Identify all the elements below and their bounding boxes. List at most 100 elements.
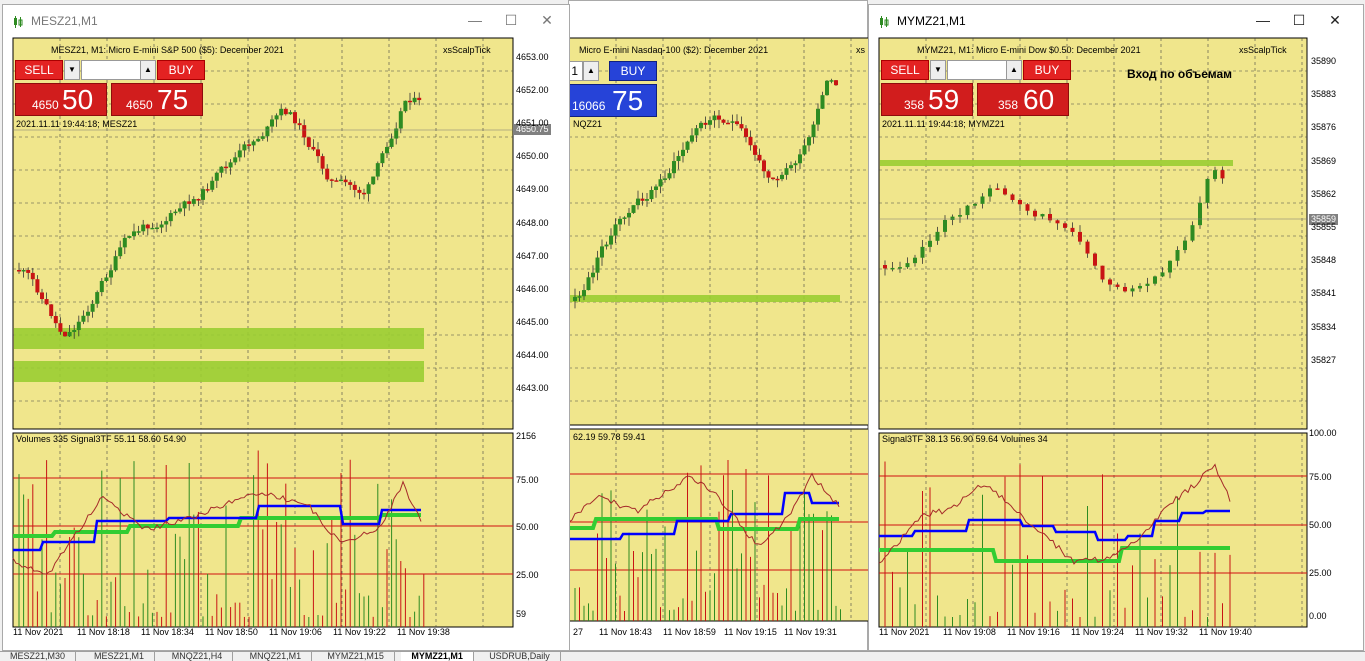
chart-window-mym[interactable]: MYMZ21,M1 — ☐ ✕ MYMZ21, M1: Micro E-mini… (868, 4, 1364, 651)
candle-body (995, 188, 1000, 190)
level-zone (570, 295, 840, 302)
chart-tab[interactable]: MYMZ21,M15 (317, 652, 395, 661)
candle-body (762, 160, 766, 172)
volume-up-button[interactable]: ▲ (1006, 60, 1022, 80)
candle-body (980, 196, 985, 204)
candle-body (753, 145, 757, 155)
candle-body (173, 211, 178, 214)
candle-body (890, 267, 895, 270)
chart-tab[interactable]: MNQZ21,M1 (240, 652, 313, 661)
candle-body (726, 122, 730, 125)
candle-body (362, 192, 366, 195)
buy-button[interactable]: BUY (157, 60, 205, 80)
price-axis-label: 4646.00 (516, 283, 549, 294)
candle-body (270, 119, 274, 127)
candle-body (316, 149, 320, 157)
time-axis-label: 11 Nov 19:16 (1007, 627, 1060, 637)
candle-body (141, 224, 146, 232)
chart-tab[interactable]: MNQZ21,H4 (162, 652, 234, 661)
time-axis-label: 11 Nov 19:08 (943, 627, 996, 637)
chart-tab[interactable]: MESZ21,M30 (0, 652, 77, 661)
candle-body (735, 121, 739, 125)
sell-button[interactable]: SELL (15, 60, 63, 80)
chart-tab[interactable]: MESZ21,M1 (84, 652, 156, 661)
buy-button[interactable]: BUY (609, 61, 657, 81)
maximize-button[interactable]: ☐ (504, 12, 518, 28)
price-axis-label: 4645.00 (516, 316, 549, 327)
maximize-button[interactable]: ☐ (1292, 12, 1306, 28)
volume-up-button[interactable]: ▲ (140, 60, 156, 80)
window-titlebar[interactable]: MESZ21,M1 — ☐ ✕ (3, 5, 569, 37)
candle-body (609, 235, 613, 245)
buy-price-small: 16066 (572, 99, 606, 113)
chart-tab[interactable]: MYMZ21,M1 (401, 652, 474, 661)
sell-button[interactable]: SELL (881, 60, 929, 80)
candle-body (274, 115, 279, 120)
time-axis-label: 11 Nov 18:43 (599, 627, 652, 637)
candle-body (1220, 170, 1225, 179)
candle-body (201, 189, 205, 200)
candle-body (288, 112, 293, 115)
buy-price-small: 4650 (126, 98, 153, 112)
candle-body (825, 80, 829, 96)
candle-body (913, 257, 917, 264)
sell-price-big: 59 (928, 84, 960, 115)
volume-down-button[interactable]: ▼ (930, 60, 946, 80)
volume-up-button[interactable]: ▲ (583, 61, 599, 81)
volume-input[interactable]: 1 (569, 61, 583, 81)
price-axis-label: 4647.00 (516, 250, 549, 261)
last-price-tag: 4650.75 (514, 124, 551, 135)
buy-price-big: 75 (612, 85, 644, 116)
time-axis-label: 27 (573, 627, 584, 637)
chart-canvas[interactable] (869, 5, 1365, 652)
minimize-button[interactable]: — (468, 12, 482, 28)
chart-header: MESZ21, M1: Micro E-mini S&P 500 ($5): D… (51, 45, 284, 55)
price-axis-label: 25.00 (516, 570, 539, 580)
candle-body (694, 128, 699, 136)
candle-body (1138, 285, 1142, 289)
buy-price-button[interactable]: 4650 75 (111, 83, 203, 116)
minimize-button[interactable]: — (1256, 12, 1270, 28)
chart-tab[interactable]: USDRUB,Daily (479, 652, 561, 661)
price-axis-label: 75.00 (516, 475, 539, 485)
buy-button[interactable]: BUY (1023, 60, 1071, 80)
buy-price-button[interactable]: 16066 75 (569, 84, 657, 117)
window-titlebar[interactable] (569, 1, 867, 33)
candle-body (771, 177, 775, 180)
candle-body (182, 201, 187, 209)
candle-body (1198, 202, 1202, 226)
candle-body (283, 108, 288, 115)
candle-body (965, 205, 970, 216)
price-axis-label: 25.00 (1309, 568, 1332, 578)
time-axis-label: 11 Nov 19:32 (1135, 627, 1188, 637)
chart-window-mnq[interactable]: Micro E-mini Nasdaq-100 ($2): December 2… (568, 0, 869, 651)
candle-body (228, 162, 233, 168)
window-titlebar[interactable]: MYMZ21,M1 — ☐ ✕ (869, 5, 1363, 37)
price-axis-label: 59 (516, 609, 527, 619)
candle-body (943, 219, 947, 232)
candle-body (775, 178, 780, 181)
volume-down-button[interactable]: ▼ (64, 60, 80, 80)
candle-body (780, 174, 784, 180)
chart-window-mesz[interactable]: MESZ21,M1 — ☐ ✕ MESZ21, M1: Micro E-mini… (2, 4, 570, 651)
close-button[interactable]: ✕ (1329, 12, 1341, 28)
candle-body (577, 296, 582, 298)
candle-body (708, 120, 712, 125)
candle-body (1205, 178, 1210, 203)
sell-price-button[interactable]: 358 59 (881, 83, 973, 116)
buy-price-big: 60 (1023, 84, 1055, 115)
candle-body (898, 267, 902, 269)
buy-price-button[interactable]: 358 60 (977, 83, 1069, 116)
candle-body (604, 244, 609, 247)
candle-body (690, 135, 694, 142)
candle-body (109, 270, 113, 278)
candle-body (807, 137, 811, 146)
candle-body (631, 205, 636, 213)
candle-body (721, 119, 726, 123)
candle-body (667, 173, 672, 179)
price-axis-label: 50.00 (1309, 520, 1332, 530)
candle-body (191, 199, 196, 204)
close-button[interactable]: ✕ (541, 12, 553, 28)
sell-price-button[interactable]: 4650 50 (15, 83, 107, 116)
candle-body (1078, 231, 1082, 242)
